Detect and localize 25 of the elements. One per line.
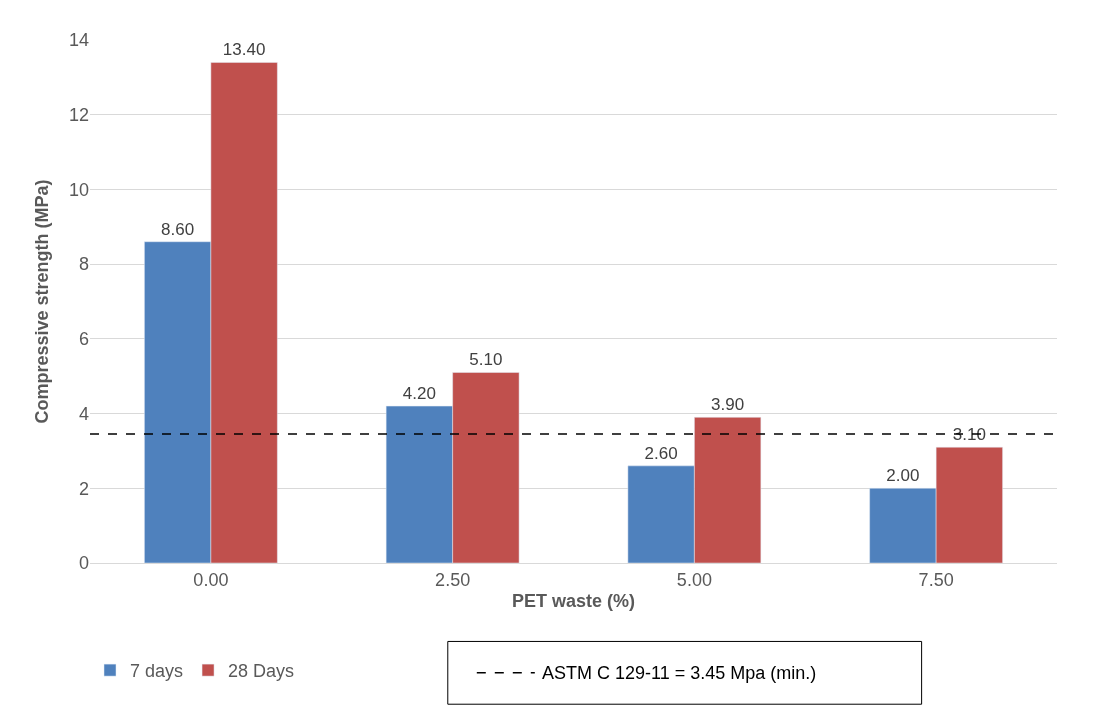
x-tick-label: 7.50 <box>918 569 954 590</box>
data-label: 5.10 <box>469 350 503 370</box>
x-axis-title: PET waste (%) <box>511 590 636 611</box>
y-tick-label: 4 <box>78 403 89 424</box>
data-label: 3.90 <box>711 395 745 415</box>
x-tick-label: 2.50 <box>435 569 471 590</box>
legend-label: 7 days <box>130 661 184 682</box>
y-tick-label: 14 <box>68 30 89 51</box>
legend-label: ASTM C 129-11 = 3.45 Mpa (min.) <box>542 663 817 683</box>
data-label: 4.20 <box>402 384 436 404</box>
x-tick-label: 0.00 <box>193 569 229 590</box>
data-label: 13.40 <box>222 40 266 60</box>
y-tick-label: 6 <box>78 329 89 350</box>
y-tick-label: 10 <box>68 179 89 200</box>
data-label: 3.10 <box>952 425 986 445</box>
data-label: 8.60 <box>161 219 195 239</box>
y-tick-label: 0 <box>78 553 89 574</box>
x-tick-label: 5.00 <box>676 569 712 590</box>
y-tick-label: 2 <box>78 478 89 499</box>
data-label: 2.60 <box>644 443 678 463</box>
data-label: 2.00 <box>886 466 920 486</box>
y-axis-title: Compressive strength (MPa) <box>32 179 53 424</box>
y-tick-label: 12 <box>68 105 89 126</box>
legend-label: 28 Days <box>228 661 295 682</box>
y-tick-label: 8 <box>78 254 89 275</box>
